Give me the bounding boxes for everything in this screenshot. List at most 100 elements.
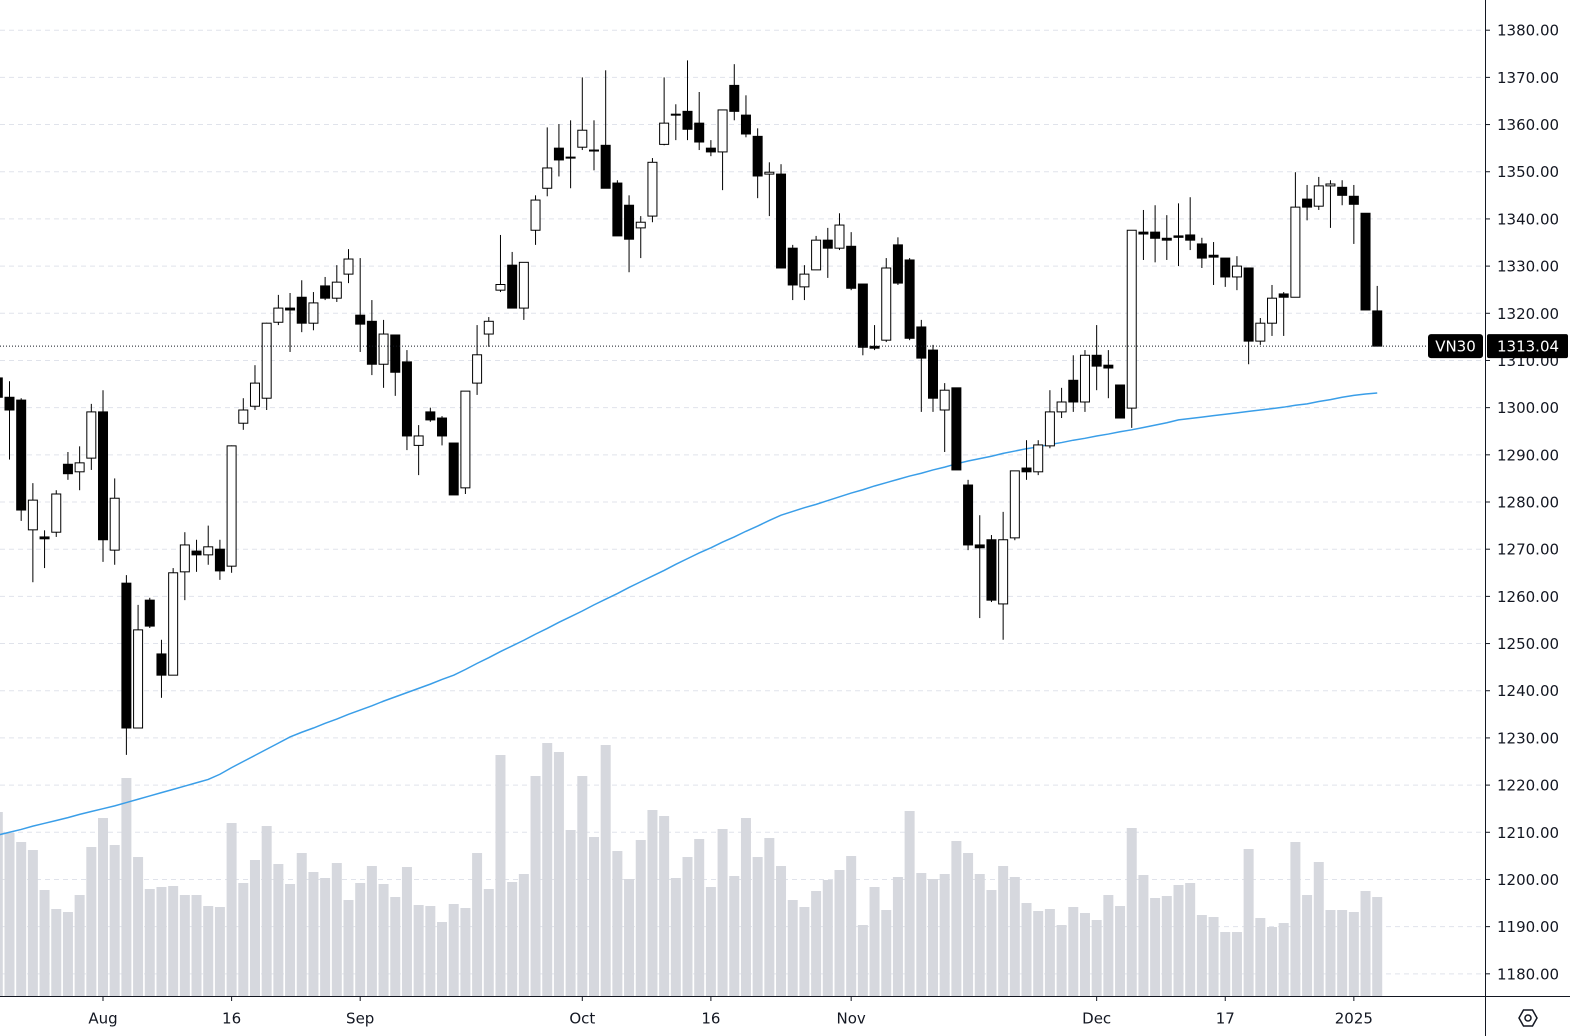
volume-bar xyxy=(542,743,553,996)
candle xyxy=(0,377,3,398)
symbol-label: VN30 xyxy=(1435,338,1476,356)
candle-body xyxy=(705,147,716,153)
candle-body xyxy=(1126,229,1137,409)
settings-icon[interactable] xyxy=(1518,1009,1538,1027)
candle-body xyxy=(1138,231,1149,235)
x-tick-label: 16 xyxy=(701,1010,720,1028)
candle xyxy=(881,258,892,343)
candle-body xyxy=(27,499,38,531)
candle xyxy=(624,195,635,273)
candle xyxy=(472,325,483,395)
candle-body xyxy=(390,334,401,373)
candle-body xyxy=(588,149,599,152)
volume-bar xyxy=(320,878,331,996)
volume-bar xyxy=(238,883,249,996)
candle-body xyxy=(1044,411,1055,447)
candle xyxy=(764,162,775,217)
volume-bar xyxy=(1103,895,1114,996)
volume-bar xyxy=(355,883,366,996)
candle-body xyxy=(74,462,85,473)
candle xyxy=(951,387,962,471)
volume-bar xyxy=(776,866,787,996)
candle-body xyxy=(16,399,27,511)
last-price-badge xyxy=(1487,334,1568,359)
candle xyxy=(553,124,564,177)
candle xyxy=(437,416,448,446)
candle xyxy=(261,322,272,411)
candle-body xyxy=(1033,444,1044,473)
volume-bar xyxy=(1267,927,1278,996)
candle xyxy=(51,490,62,537)
candle-body xyxy=(1220,257,1231,278)
candle xyxy=(156,639,167,698)
candle xyxy=(717,109,728,191)
candle xyxy=(1255,318,1266,345)
candle-body xyxy=(799,273,810,288)
volume-bar xyxy=(892,877,903,996)
volume-bar xyxy=(343,900,354,996)
volume-bar xyxy=(986,890,997,996)
candle xyxy=(425,407,436,422)
candle xyxy=(577,77,588,151)
candle-body xyxy=(261,322,272,399)
candle-body xyxy=(998,539,1009,605)
volume-bar xyxy=(1302,895,1313,996)
volume-bar xyxy=(624,879,635,996)
y-tick-label: 1230.00 xyxy=(1497,729,1559,747)
volume-bar xyxy=(787,900,798,996)
candle xyxy=(133,604,144,729)
candle xyxy=(1161,215,1172,260)
candle xyxy=(27,483,38,583)
candle xyxy=(1220,257,1231,287)
volume-bar xyxy=(51,909,62,996)
volume-bar xyxy=(1021,903,1032,996)
candle xyxy=(495,234,506,293)
candle-body xyxy=(1278,293,1289,298)
candle-body xyxy=(1079,354,1090,403)
candle xyxy=(1372,285,1383,347)
candle xyxy=(916,319,927,412)
volume-bar xyxy=(16,842,27,996)
candle xyxy=(1115,384,1126,419)
candle xyxy=(822,227,833,278)
candle-body xyxy=(331,281,342,299)
volume-bar xyxy=(495,755,506,996)
candle-body xyxy=(1196,243,1207,259)
candle xyxy=(366,300,377,376)
volume-bar xyxy=(285,884,296,996)
volume-bar xyxy=(1115,906,1126,996)
candle-body xyxy=(133,629,144,729)
candle xyxy=(1313,176,1324,210)
y-tick-label: 1370.00 xyxy=(1497,69,1559,87)
volume-bar xyxy=(249,860,260,996)
volume-bar xyxy=(588,837,599,996)
candle xyxy=(705,140,716,157)
volume-bar xyxy=(764,838,775,996)
candle xyxy=(273,294,284,326)
candle-body xyxy=(892,244,903,284)
candle xyxy=(390,334,401,396)
candle-body xyxy=(916,326,927,359)
moving-average-layer xyxy=(0,392,1378,836)
volume-bar xyxy=(1360,891,1371,996)
candle-body xyxy=(86,411,97,459)
candle-body xyxy=(226,445,237,567)
volume-bar xyxy=(331,863,342,996)
candle xyxy=(86,403,97,470)
volume-bar xyxy=(1325,910,1336,996)
volume-bar xyxy=(729,876,740,996)
candle xyxy=(1267,284,1278,336)
candle xyxy=(4,381,15,460)
candle-body xyxy=(507,264,518,309)
candle-body xyxy=(518,261,529,309)
symbol-badge xyxy=(1428,334,1483,359)
volume-bar xyxy=(308,872,319,996)
candle xyxy=(647,158,658,223)
y-tick-label: 1300.00 xyxy=(1497,399,1559,417)
volume-bar xyxy=(226,823,237,996)
volume-bar xyxy=(1243,849,1254,996)
candle xyxy=(1231,256,1242,291)
candle-body xyxy=(928,349,938,399)
settings-circle xyxy=(1524,1014,1532,1022)
last-price-label: 1313.04 xyxy=(1497,338,1559,356)
